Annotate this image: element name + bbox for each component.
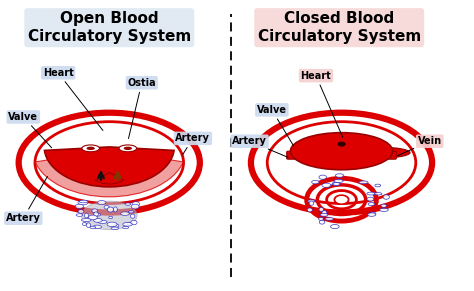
Ellipse shape: [75, 204, 83, 209]
Ellipse shape: [375, 184, 381, 187]
Ellipse shape: [367, 213, 376, 216]
Ellipse shape: [104, 205, 109, 209]
Ellipse shape: [381, 204, 387, 207]
Ellipse shape: [131, 220, 137, 225]
Ellipse shape: [336, 174, 344, 177]
Ellipse shape: [124, 147, 132, 150]
Ellipse shape: [319, 207, 324, 211]
Ellipse shape: [368, 203, 375, 205]
Ellipse shape: [308, 147, 368, 158]
Text: Open Blood
Circulatory System: Open Blood Circulatory System: [27, 11, 191, 44]
Ellipse shape: [90, 226, 96, 229]
Ellipse shape: [319, 217, 323, 221]
Ellipse shape: [132, 202, 140, 207]
Ellipse shape: [107, 207, 113, 212]
Ellipse shape: [93, 218, 102, 222]
Ellipse shape: [291, 133, 392, 170]
Circle shape: [336, 196, 347, 203]
Ellipse shape: [319, 220, 325, 224]
Ellipse shape: [334, 179, 343, 182]
Text: Vein: Vein: [398, 136, 442, 156]
Ellipse shape: [309, 201, 314, 205]
Ellipse shape: [131, 204, 139, 209]
Ellipse shape: [359, 181, 368, 184]
Ellipse shape: [98, 200, 106, 205]
Ellipse shape: [76, 214, 82, 217]
Ellipse shape: [82, 219, 91, 221]
Ellipse shape: [121, 212, 129, 215]
Ellipse shape: [78, 210, 84, 213]
Text: Closed Blood
Circulatory System: Closed Blood Circulatory System: [257, 11, 421, 44]
Ellipse shape: [370, 212, 376, 215]
Wedge shape: [95, 173, 124, 184]
Text: Artery: Artery: [6, 176, 47, 223]
Ellipse shape: [88, 215, 97, 220]
Text: Artery: Artery: [175, 133, 210, 155]
Ellipse shape: [82, 223, 86, 226]
Ellipse shape: [312, 180, 319, 184]
Ellipse shape: [123, 222, 132, 226]
Ellipse shape: [79, 200, 88, 203]
Ellipse shape: [125, 203, 131, 205]
Text: Ostia: Ostia: [128, 78, 156, 139]
Ellipse shape: [383, 195, 390, 199]
Ellipse shape: [308, 200, 315, 203]
Ellipse shape: [78, 200, 88, 205]
Ellipse shape: [93, 225, 101, 228]
Ellipse shape: [94, 213, 100, 216]
Ellipse shape: [367, 197, 374, 201]
Ellipse shape: [86, 147, 95, 150]
Wedge shape: [45, 147, 174, 187]
Ellipse shape: [98, 220, 107, 223]
Ellipse shape: [330, 225, 339, 229]
Circle shape: [337, 141, 346, 147]
Ellipse shape: [107, 222, 117, 227]
Text: Valve: Valve: [9, 112, 52, 148]
Text: Valve: Valve: [257, 105, 293, 146]
Ellipse shape: [128, 211, 134, 213]
Ellipse shape: [82, 145, 100, 152]
Ellipse shape: [322, 183, 331, 187]
Ellipse shape: [113, 207, 117, 212]
Ellipse shape: [113, 224, 119, 227]
Ellipse shape: [119, 145, 137, 152]
Ellipse shape: [84, 213, 89, 218]
Ellipse shape: [123, 226, 128, 229]
Text: Heart: Heart: [43, 68, 103, 130]
Ellipse shape: [325, 218, 334, 220]
Ellipse shape: [320, 213, 328, 216]
Ellipse shape: [374, 193, 382, 195]
Ellipse shape: [82, 201, 137, 230]
Ellipse shape: [127, 222, 132, 225]
Ellipse shape: [350, 147, 410, 158]
Ellipse shape: [109, 216, 112, 219]
Ellipse shape: [94, 212, 98, 217]
Ellipse shape: [92, 209, 98, 212]
Ellipse shape: [367, 192, 376, 195]
Ellipse shape: [86, 223, 91, 228]
Ellipse shape: [130, 214, 135, 218]
Ellipse shape: [319, 175, 327, 179]
Text: Heart: Heart: [301, 71, 343, 137]
Ellipse shape: [307, 208, 312, 212]
FancyBboxPatch shape: [287, 151, 396, 159]
Ellipse shape: [322, 211, 327, 215]
Wedge shape: [35, 158, 183, 197]
Ellipse shape: [333, 183, 340, 185]
Ellipse shape: [379, 208, 388, 212]
Ellipse shape: [332, 182, 339, 186]
Text: Artery: Artery: [232, 136, 288, 157]
Ellipse shape: [111, 227, 118, 230]
